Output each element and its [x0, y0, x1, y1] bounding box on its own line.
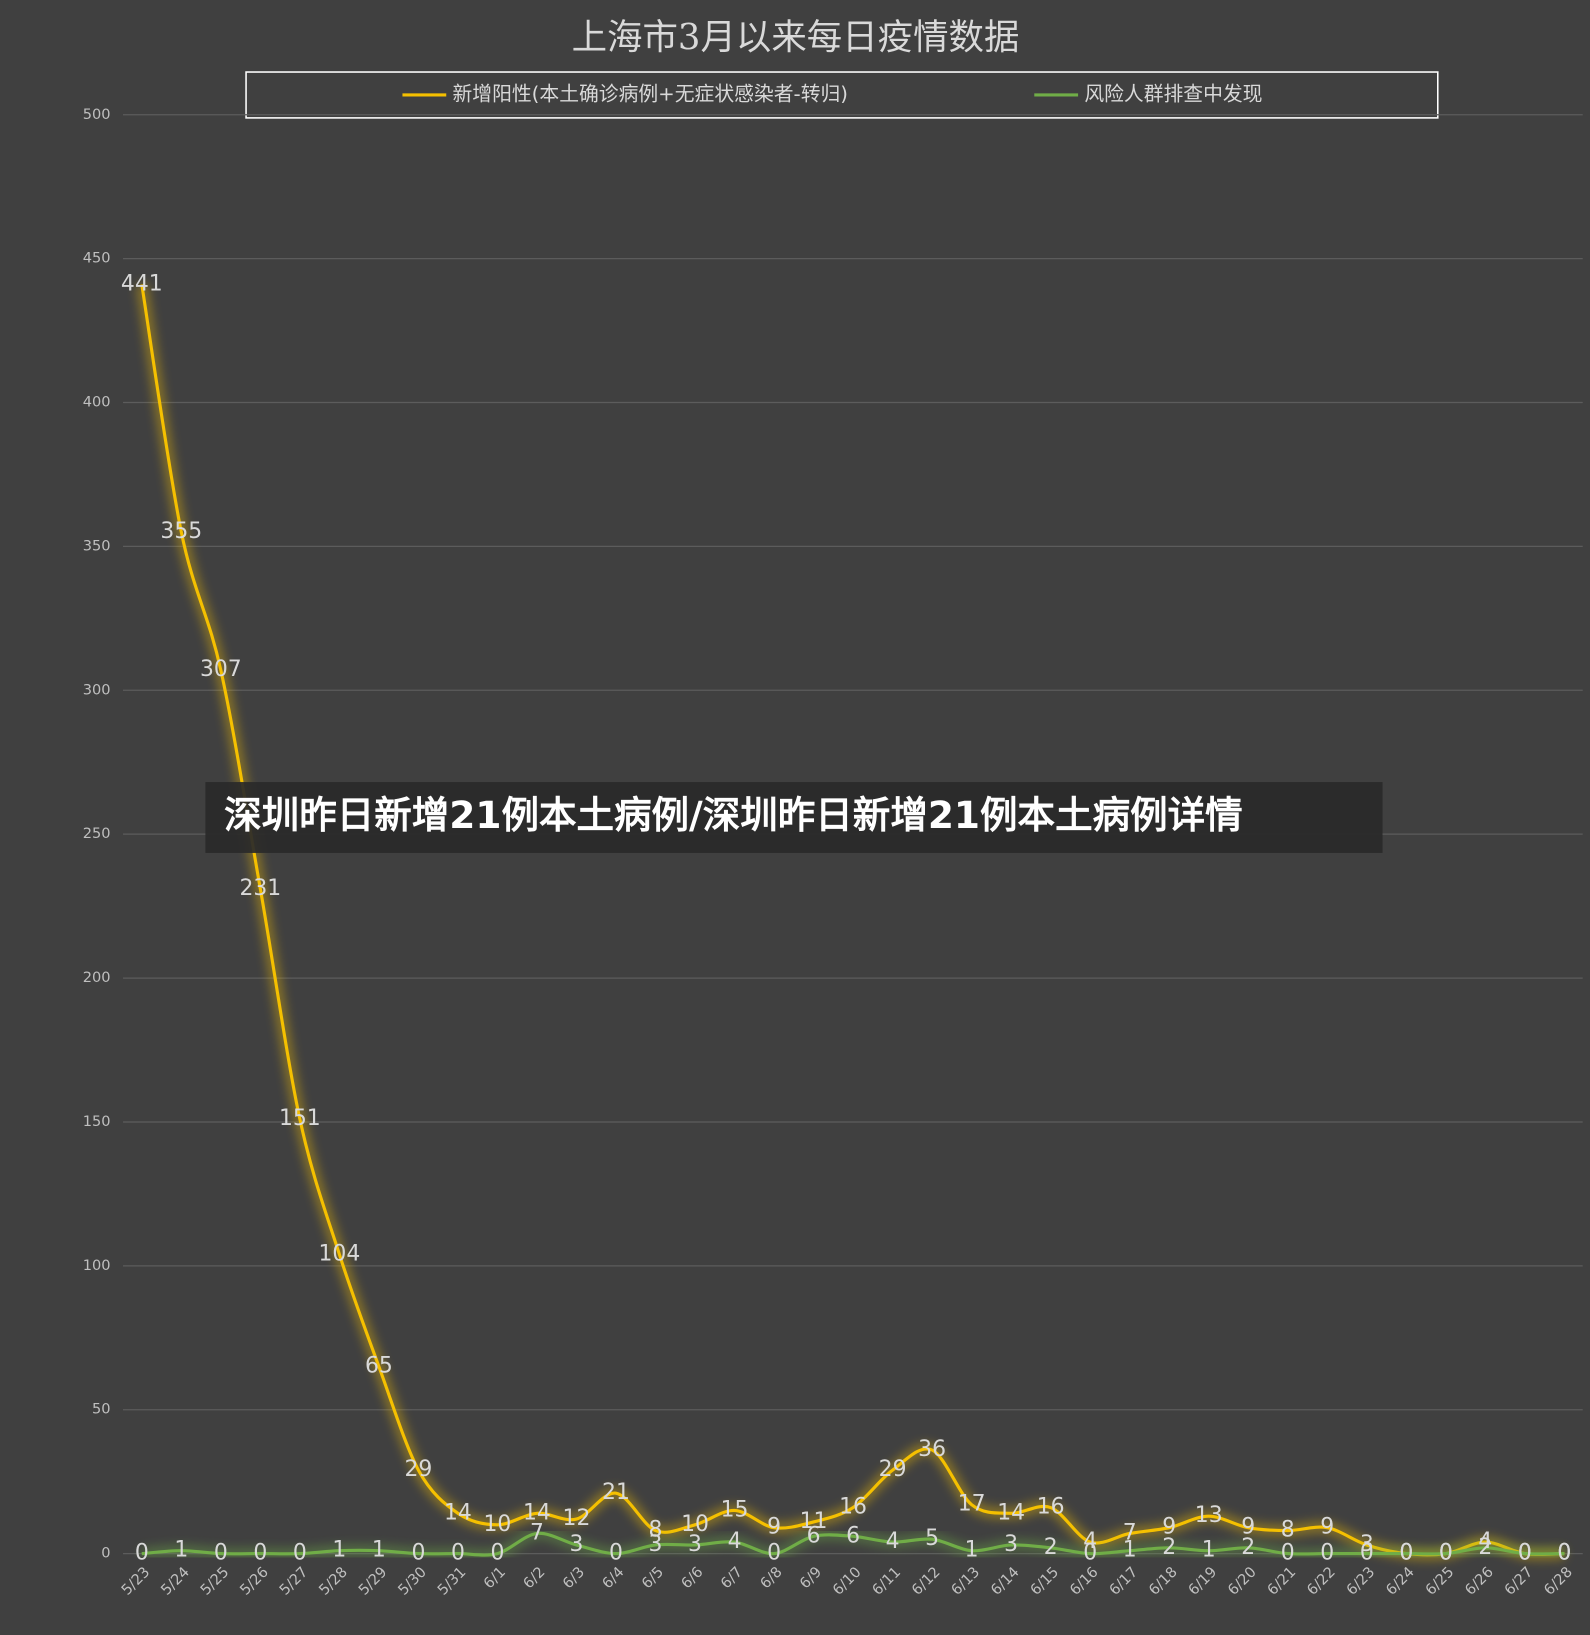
data-label: 441	[121, 272, 163, 297]
data-label: 3	[1004, 1532, 1018, 1557]
y-tick-label: 250	[83, 825, 111, 842]
data-label: 12	[563, 1506, 591, 1531]
data-label: 0	[1320, 1541, 1334, 1566]
data-label: 355	[160, 519, 202, 544]
data-label: 0	[451, 1541, 465, 1566]
data-label: 29	[879, 1457, 907, 1482]
data-label: 104	[318, 1241, 360, 1266]
data-label: 1	[372, 1538, 386, 1563]
series-line	[140, 284, 1565, 1557]
data-label: 10	[484, 1512, 512, 1537]
data-label: 3	[649, 1532, 663, 1557]
data-label: 0	[411, 1541, 425, 1566]
data-label: 0	[214, 1541, 228, 1566]
data-label: 0	[1518, 1541, 1532, 1566]
data-label: 15	[721, 1497, 749, 1522]
chart-title: 上海市3月以来每日疫情数据	[572, 17, 1020, 58]
data-label: 16	[1037, 1495, 1065, 1520]
data-label: 0	[1439, 1541, 1453, 1566]
data-label: 10	[681, 1512, 709, 1537]
data-label: 2	[1162, 1535, 1176, 1560]
data-label: 17	[958, 1492, 986, 1517]
banner-bg	[205, 782, 1383, 853]
data-label: 3	[688, 1532, 702, 1557]
data-label: 0	[135, 1541, 149, 1566]
data-label: 2	[1241, 1535, 1255, 1560]
legend-box	[245, 71, 1439, 119]
data-label: 2	[1044, 1535, 1058, 1560]
data-label: 21	[602, 1480, 630, 1505]
legend-label: 风险人群排查中发现	[1084, 82, 1262, 105]
y-tick-label: 0	[101, 1545, 110, 1562]
y-tick-label: 50	[92, 1401, 111, 1418]
y-tick-label: 200	[83, 969, 111, 986]
legend-label: 新增阳性(本土确诊病例+无症状感染者-转归)	[452, 82, 848, 105]
data-label: 7	[530, 1520, 544, 1545]
banner: 深圳昨日新增21例本土病例/深圳昨日新增21例本土病例详情	[224, 793, 1243, 837]
data-label: 1	[174, 1538, 188, 1563]
series-line	[141, 1531, 1565, 1557]
data-label: 6	[846, 1523, 860, 1548]
data-label: 3	[1360, 1532, 1374, 1557]
data-label: 4	[728, 1529, 742, 1554]
data-label: 0	[767, 1541, 781, 1566]
data-label: 3	[570, 1532, 584, 1557]
data-label: 9	[767, 1515, 781, 1540]
data-label: 4	[1083, 1529, 1097, 1554]
data-label: 1	[332, 1538, 346, 1563]
data-label: 9	[1162, 1515, 1176, 1540]
data-label: 65	[365, 1354, 393, 1379]
data-label: 36	[918, 1437, 946, 1462]
data-label: 0	[253, 1541, 267, 1566]
y-tick-label: 350	[83, 537, 111, 554]
y-tick-label: 300	[83, 681, 111, 698]
data-label: 8	[649, 1518, 663, 1543]
data-label: 0	[1439, 1541, 1453, 1566]
data-label: 13	[1195, 1503, 1223, 1528]
data-label: 9	[1241, 1515, 1255, 1540]
data-label: 6	[807, 1523, 821, 1548]
data-label: 4	[1478, 1529, 1492, 1554]
data-label: 2	[1478, 1535, 1492, 1560]
data-label: 11	[800, 1509, 828, 1534]
data-label: 7	[1123, 1520, 1137, 1545]
data-label: 8	[1281, 1518, 1295, 1543]
data-label: 14	[523, 1500, 551, 1525]
data-label: 0	[490, 1541, 504, 1566]
data-label: 0	[1399, 1541, 1413, 1566]
data-label: 16	[839, 1495, 867, 1520]
data-label: 0	[1518, 1541, 1532, 1566]
data-label: 0	[1281, 1541, 1295, 1566]
y-tick-label: 100	[83, 1257, 111, 1274]
y-tick-label: 150	[83, 1113, 111, 1130]
data-label: 307	[200, 657, 242, 682]
data-label: 1	[965, 1538, 979, 1563]
data-label: 14	[997, 1500, 1025, 1525]
y-tick-label: 500	[83, 106, 111, 123]
data-label: 29	[404, 1457, 432, 1482]
data-label: 0	[1557, 1541, 1571, 1566]
data-label: 5	[925, 1526, 939, 1551]
data-label: 1	[1202, 1538, 1216, 1563]
data-label: 14	[444, 1500, 472, 1525]
data-label: 0	[609, 1541, 623, 1566]
data-label: 0	[1557, 1541, 1571, 1566]
data-label: 0	[1360, 1541, 1374, 1566]
data-label: 0	[1399, 1541, 1413, 1566]
data-label: 0	[1083, 1541, 1097, 1566]
data-label: 0	[293, 1541, 307, 1566]
y-tick-label: 400	[83, 394, 111, 411]
data-label: 4	[886, 1529, 900, 1554]
data-label: 151	[279, 1106, 321, 1131]
y-tick-label: 450	[83, 250, 111, 267]
data-label: 1	[1123, 1538, 1137, 1563]
data-label: 231	[239, 876, 281, 901]
data-label: 9	[1320, 1515, 1334, 1540]
